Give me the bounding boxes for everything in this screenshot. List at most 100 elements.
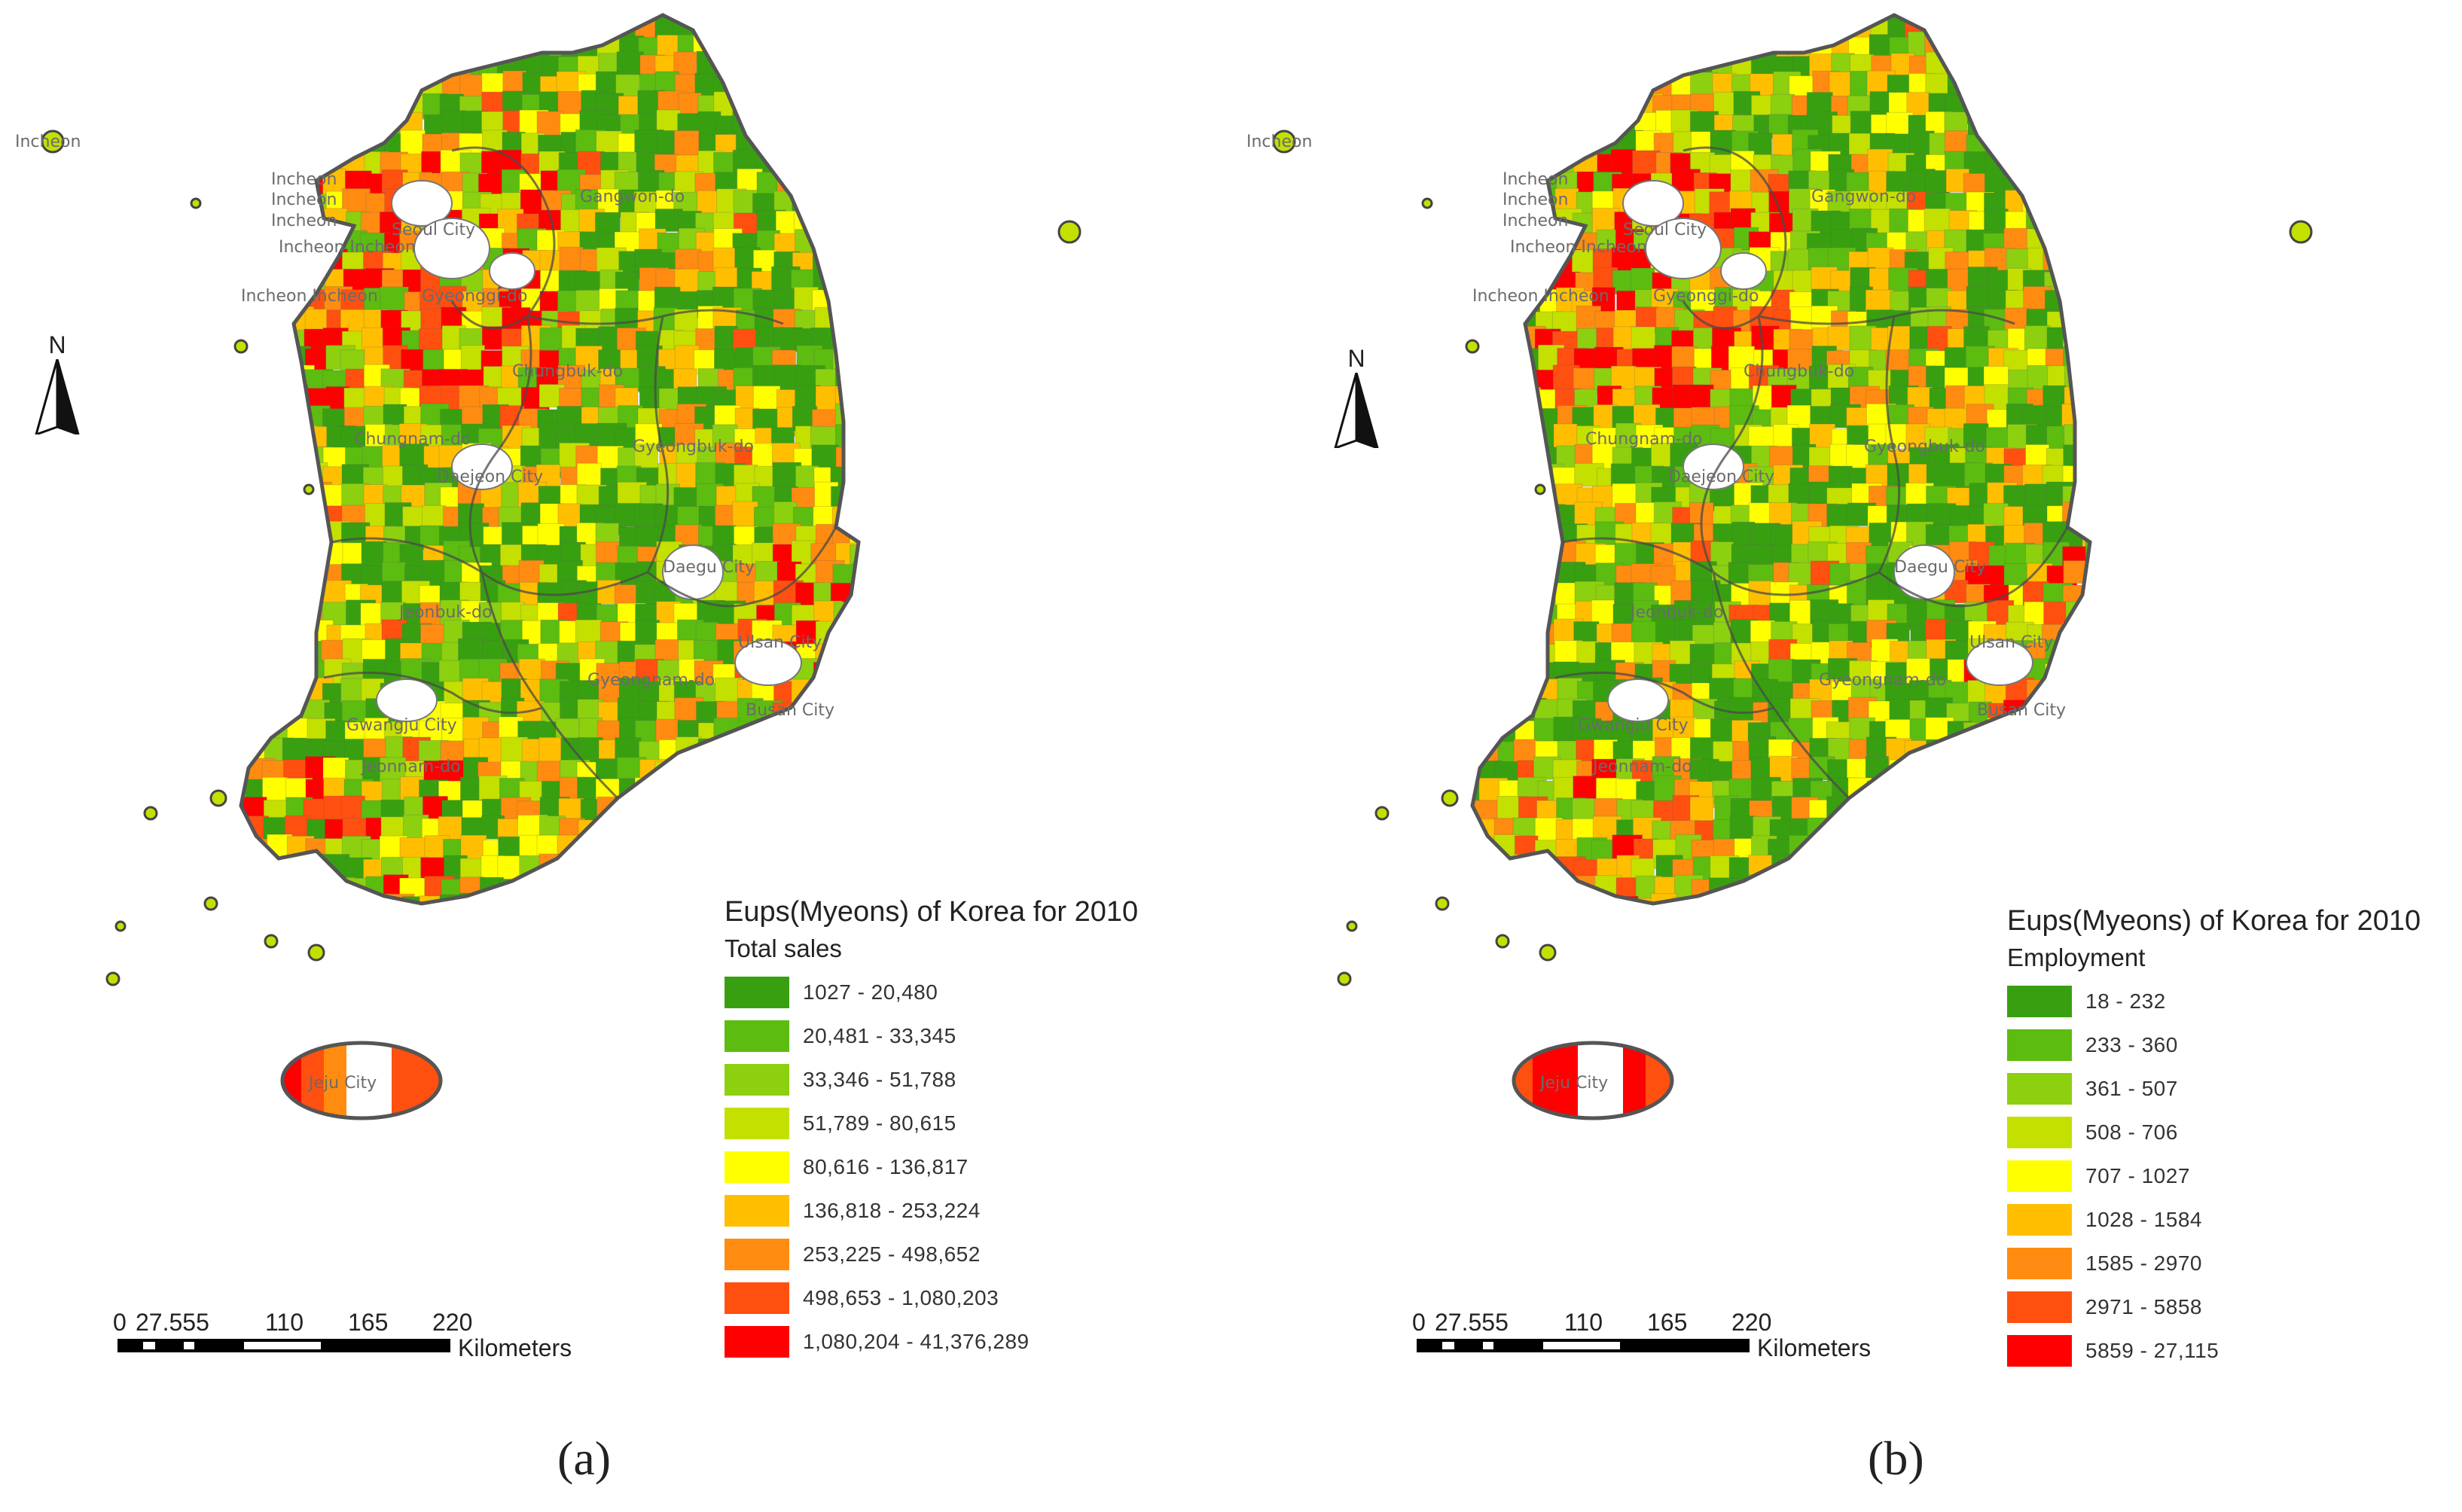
eup-myeon-region — [558, 915, 582, 944]
eup-myeon-region — [241, 209, 256, 239]
eup-myeon-region — [2082, 703, 2090, 731]
island — [41, 130, 65, 154]
eup-myeon-region — [834, 837, 859, 865]
eup-myeon-region — [870, 859, 898, 888]
eup-myeon-region — [1494, 53, 1522, 81]
eup-myeon-region — [261, 560, 287, 590]
eup-myeon-region — [362, 31, 389, 56]
eup-myeon-region — [1496, 114, 1524, 145]
eup-myeon-region — [673, 816, 700, 844]
eup-myeon-region — [871, 815, 894, 840]
eup-myeon-region — [401, 914, 428, 943]
eup-myeon-region — [1496, 369, 1527, 398]
eup-myeon-region — [538, 916, 564, 943]
eup-myeon-region — [575, 15, 603, 41]
eup-myeon-region — [853, 561, 859, 592]
eup-myeon-region — [1906, 839, 1936, 863]
eup-myeon-region — [1963, 878, 1991, 904]
eup-myeon-region — [1909, 897, 1940, 904]
eup-myeon-region — [1905, 877, 1934, 904]
eup-myeon-region — [1515, 114, 1545, 146]
eup-myeon-region — [735, 856, 760, 881]
eup-myeon-region — [1553, 54, 1582, 81]
map-panel-a: Incheon Incheon Incheon Incheon Seoul City In… — [15, 13, 1138, 1485]
eup-myeon-region — [756, 719, 781, 744]
eup-myeon-region — [1553, 113, 1581, 140]
city-area — [451, 444, 513, 490]
eup-myeon-region — [1472, 859, 1485, 890]
eup-myeon-region — [1709, 895, 1735, 904]
eup-myeon-region — [2043, 717, 2073, 742]
eup-myeon-region — [1472, 188, 1487, 218]
eup-myeon-region — [2064, 51, 2090, 77]
legend-swatch — [2007, 1335, 2072, 1367]
eup-myeon-region — [853, 820, 859, 848]
eup-myeon-region — [1472, 94, 1481, 126]
eup-myeon-region — [369, 1043, 393, 1118]
eup-myeon-region — [811, 172, 842, 203]
eup-myeon-region — [1807, 873, 1836, 901]
eup-myeon-region — [872, 17, 900, 44]
eup-myeon-region — [1789, 15, 1820, 39]
scale-tick: 110 — [265, 1309, 304, 1336]
eup-myeon-region — [1925, 819, 1953, 851]
eup-myeon-region — [833, 229, 859, 255]
scale-bar-graphic — [117, 1339, 450, 1352]
eup-myeon-region — [835, 678, 859, 709]
eup-myeon-region — [401, 896, 432, 904]
region-label: Jeju City — [1539, 1074, 1608, 1093]
eup-myeon-region — [2100, 269, 2124, 297]
eup-myeon-region — [245, 15, 276, 41]
eup-myeon-region — [244, 188, 272, 215]
eup-myeon-region — [873, 309, 896, 334]
eup-myeon-region — [241, 874, 256, 898]
eup-myeon-region — [2085, 309, 2090, 337]
eup-myeon-region — [737, 742, 767, 770]
eup-myeon-region — [2106, 309, 2128, 332]
eup-myeon-region — [2086, 678, 2090, 708]
eup-myeon-region — [1905, 855, 1935, 886]
eup-myeon-region — [773, 819, 802, 844]
legend-item: 1,080,204 - 41,376,289 — [725, 1320, 1138, 1364]
eup-myeon-region — [1650, 50, 1677, 82]
eup-myeon-region — [793, 96, 817, 123]
eup-myeon-region — [244, 347, 269, 374]
eup-myeon-region — [852, 697, 859, 723]
eup-myeon-region — [1496, 75, 1527, 99]
eup-myeon-region — [698, 917, 722, 947]
eup-myeon-region — [790, 169, 818, 199]
eup-myeon-region — [365, 917, 390, 944]
eup-myeon-region — [2104, 231, 2131, 255]
legend-label: 51,789 - 80,615 — [803, 1111, 956, 1135]
region-label: Daegu City — [663, 558, 755, 577]
eup-myeon-region — [1634, 35, 1662, 60]
eup-myeon-region — [241, 93, 258, 120]
eup-myeon-region — [247, 112, 278, 139]
eup-myeon-region — [1806, 838, 1833, 866]
eup-myeon-region — [1458, 913, 1485, 937]
province-boundary — [468, 316, 532, 573]
region-label: Ulsan City — [1969, 633, 2053, 652]
region-label: Incheon Incheon — [279, 238, 416, 257]
eup-myeon-region — [600, 873, 632, 901]
eup-myeon-region — [2082, 817, 2090, 843]
eup-myeon-region — [732, 816, 761, 840]
eup-myeon-region — [1910, 755, 1938, 783]
legend-item: 508 - 706 — [2007, 1111, 2421, 1154]
eup-myeon-region — [2103, 605, 2126, 633]
eup-myeon-region — [1807, 817, 1832, 846]
eup-myeon-region — [2063, 93, 2090, 123]
legend-label: 2971 - 5858 — [2085, 1295, 2202, 1318]
eup-myeon-region — [1675, 15, 1705, 44]
eup-myeon-region — [241, 523, 252, 549]
eup-myeon-region — [1472, 739, 1484, 770]
legend-item: 1028 - 1584 — [2007, 1198, 2421, 1242]
eup-myeon-region — [2064, 290, 2090, 318]
eup-myeon-region — [1472, 838, 1485, 867]
eup-myeon-region — [2063, 169, 2087, 200]
eup-myeon-region — [248, 565, 275, 596]
eup-myeon-region — [1908, 916, 1933, 941]
eup-myeon-region — [1472, 428, 1484, 453]
eup-myeon-region — [1988, 73, 2014, 105]
